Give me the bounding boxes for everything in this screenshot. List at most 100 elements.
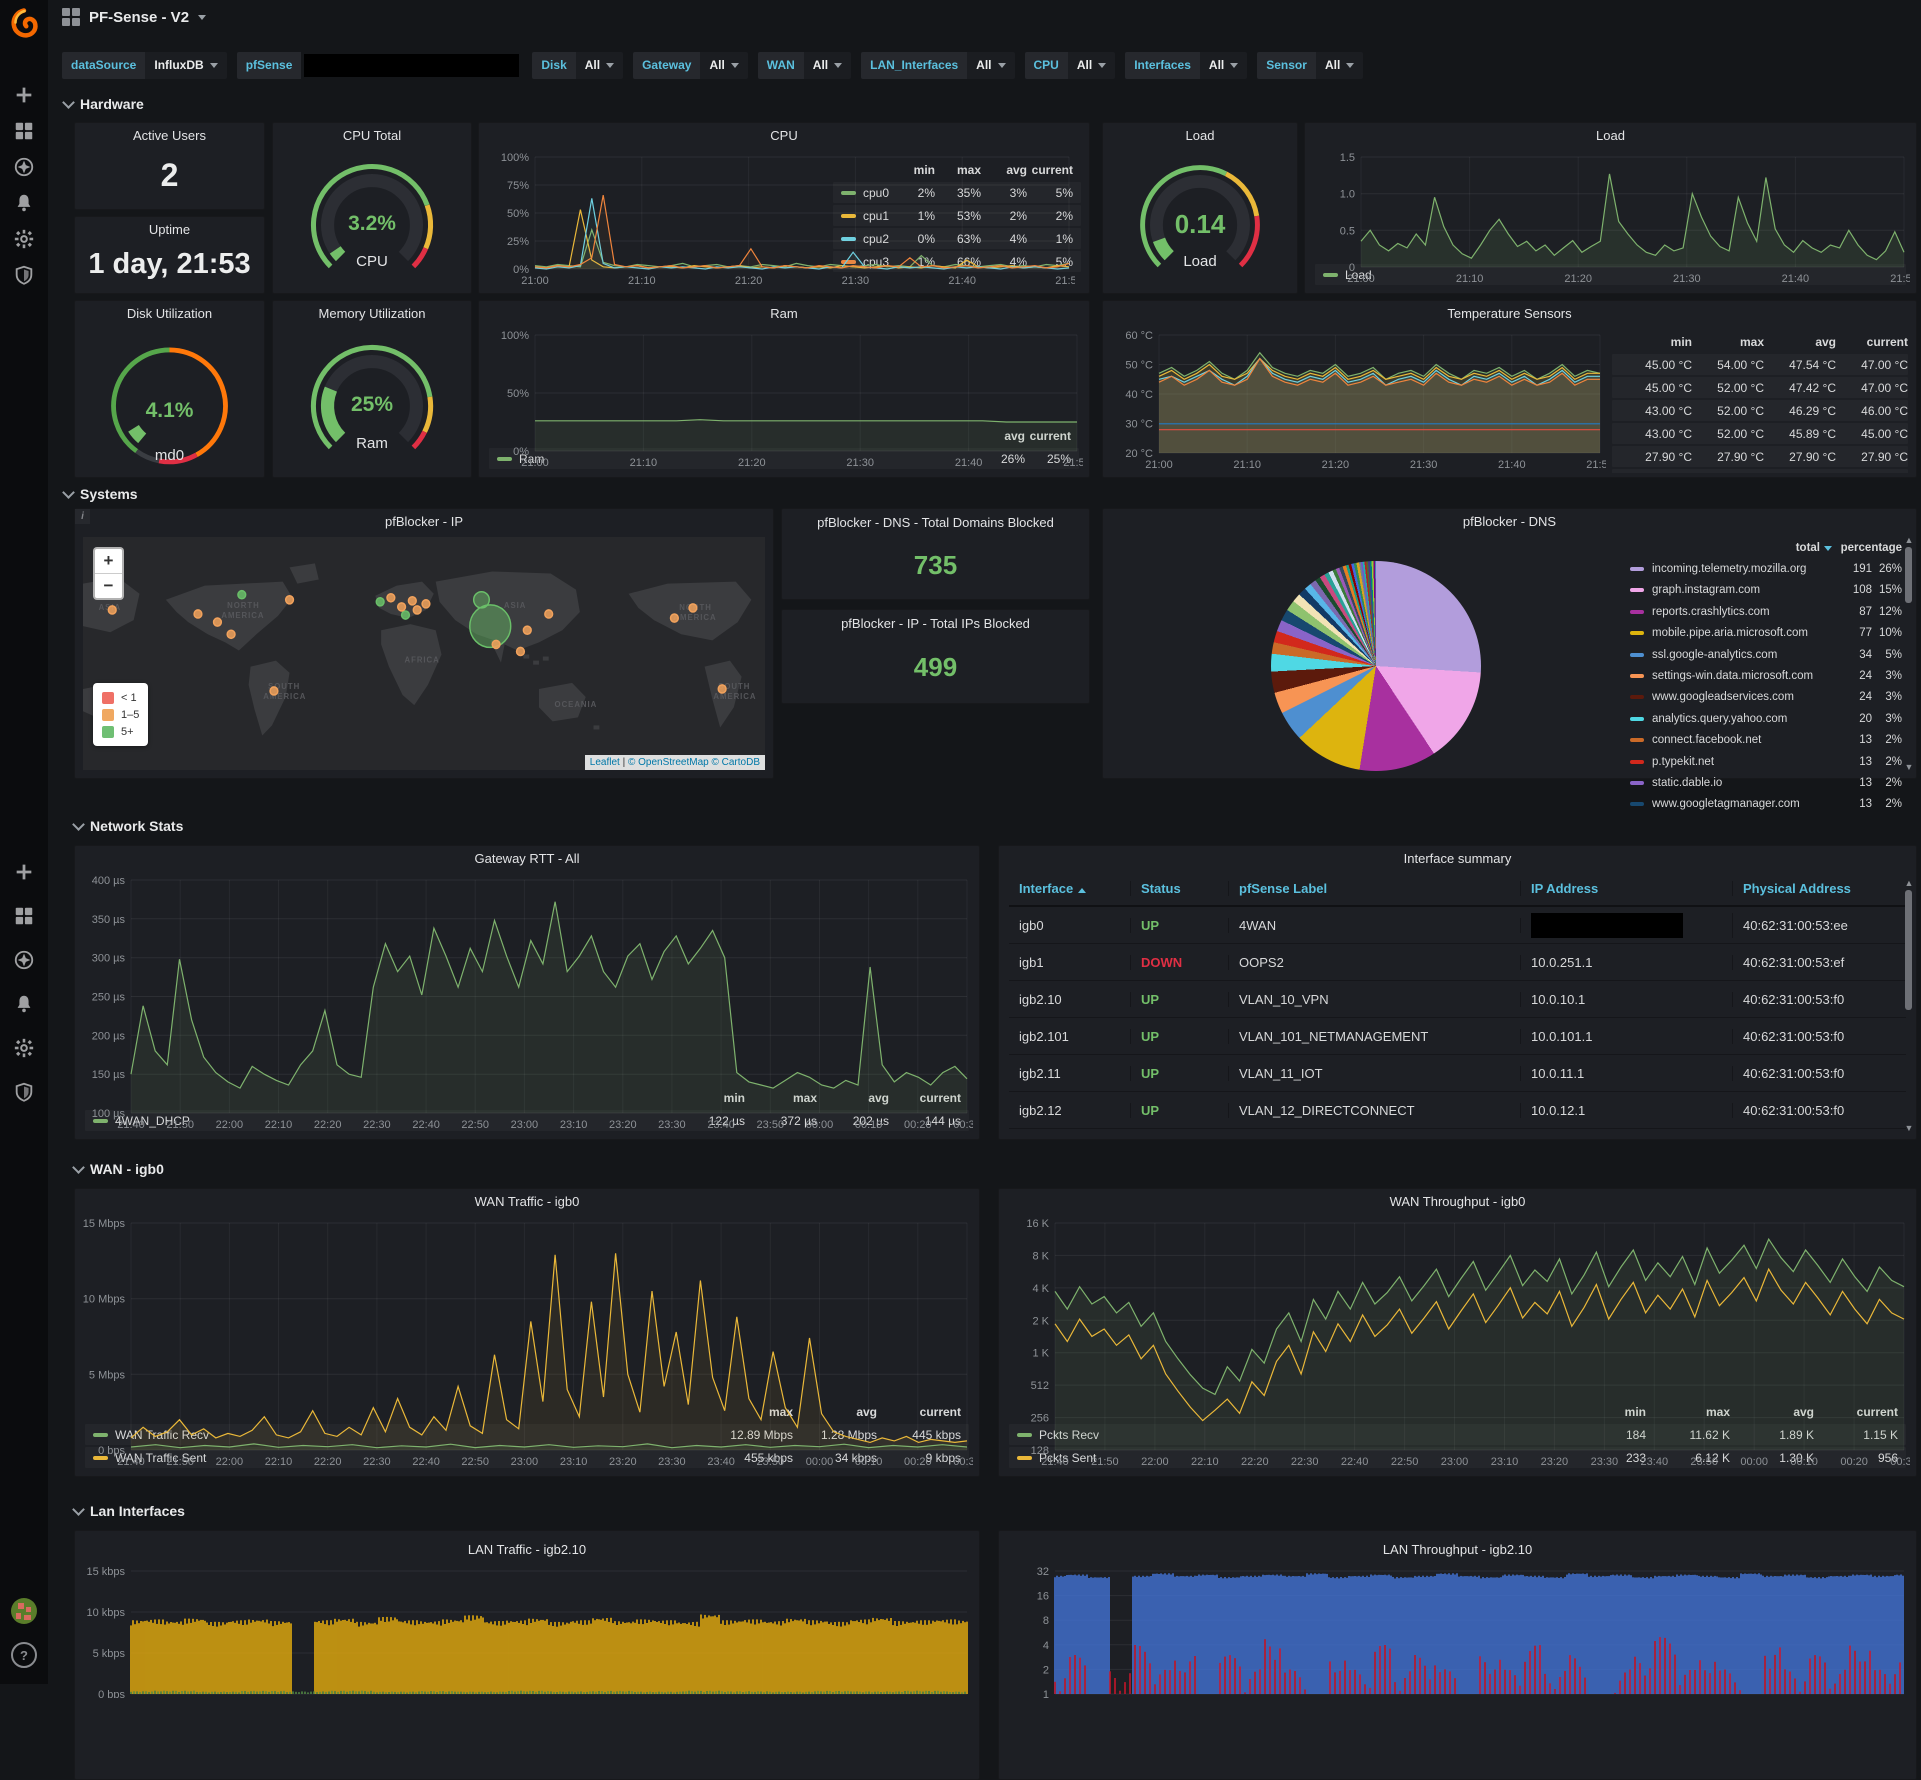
legend-item[interactable]: cpu145.00 °C52.00 °C47.42 °C47.00 °C (1612, 377, 1908, 398)
variable-datasource[interactable]: dataSource InfluxDB (62, 52, 227, 79)
panel-title[interactable]: WAN Throughput - igb0 (1389, 1194, 1526, 1209)
panel-title[interactable]: pfBlocker - IP - Total IPs Blocked (841, 616, 1030, 631)
pie-legend-item[interactable]: ssl.google-analytics.com 34 5% (1630, 644, 1902, 665)
settings-icon[interactable] (0, 222, 48, 256)
row-hardware[interactable]: Hardware (62, 95, 144, 112)
variable-pfsense[interactable]: pfSense (236, 52, 523, 79)
explore-icon[interactable] (0, 150, 48, 184)
pie-legend-item[interactable]: www.googleadservices.com 24 3% (1630, 687, 1902, 708)
panel-title[interactable]: pfBlocker - IP (384, 514, 464, 529)
svg-text:1.5: 1.5 (1340, 152, 1355, 164)
variable-wan[interactable]: WAN All (757, 52, 852, 79)
legend-item[interactable]: 4WAN_DHCP 122 µs 372 µs 202 µs 144 µs (85, 1110, 969, 1131)
shield-icon[interactable] (0, 1075, 48, 1109)
world-map[interactable]: + − < 1 1–5 5+ Leaflet | © OpenStreetMap ©… (83, 537, 765, 770)
legend-item[interactable]: cpu343.00 °C52.00 °C45.89 °C45.00 °C (1612, 423, 1908, 444)
wan-traffic-chart: 0 bps 5 Mbps 10 Mbps 15 Mbps 21:40 21:50 22:00… (81, 1215, 973, 1468)
table-scrollbar[interactable]: ▲ ▼ (1904, 878, 1914, 1133)
panel-title[interactable]: Active Users (133, 128, 206, 143)
legend-item[interactable]: Load (1315, 264, 1906, 285)
svg-text:23:40: 23:40 (707, 1456, 735, 1468)
svg-text:22:00: 22:00 (1141, 1456, 1169, 1468)
column-header[interactable]: Status (1131, 881, 1229, 896)
alerting-icon[interactable] (0, 987, 48, 1021)
legend-item[interactable]: cpu243.00 °C52.00 °C46.29 °C46.00 °C (1612, 400, 1908, 421)
dashboards-icon[interactable] (0, 899, 48, 933)
row-systems[interactable]: Systems (62, 485, 138, 502)
panel-title[interactable]: CPU Total (342, 128, 402, 143)
pie-legend-item[interactable]: incoming.telemetry.mozilla.org 191 26% (1630, 558, 1902, 579)
legend-item[interactable]: Pckts Sent 233 6.12 K 1.30 K 956 (1009, 1447, 1906, 1468)
legend-item[interactable]: Ram 26% 25% (489, 448, 1079, 469)
legend-item[interactable]: cpu1 1% 53% 2% 2% (832, 205, 1081, 226)
grafana-logo[interactable] (8, 6, 40, 40)
pie-legend-item[interactable]: connect.facebook.net 13 2% (1630, 730, 1902, 751)
map-zoom-out-button[interactable]: − (95, 573, 122, 598)
plus-icon[interactable] (0, 855, 48, 889)
legend-item[interactable]: tz027.90 °C27.90 °C27.90 °C27.90 °C (1612, 446, 1908, 467)
dns-pie-chart[interactable] (1271, 561, 1481, 771)
pie-legend-item[interactable]: reports.crashlytics.com 87 12% (1630, 601, 1902, 622)
carto-link[interactable]: © CartoDB (711, 757, 761, 768)
panel-title[interactable]: CPU (770, 128, 798, 143)
panel-title[interactable]: LAN Throughput - igb2.10 (1382, 1542, 1533, 1557)
row-lan[interactable]: Lan Interfaces (72, 1502, 185, 1519)
pie-legend-scrollbar[interactable]: ▲ ▼ (1904, 535, 1914, 772)
legend-item[interactable]: cpu2 0% 63% 4% 1% (832, 228, 1081, 249)
pie-legend-item[interactable]: www.googletagmanager.com 13 2% (1630, 794, 1902, 815)
variable-cpu[interactable]: CPU All (1024, 52, 1116, 79)
shield-icon[interactable] (0, 258, 48, 292)
variable-sensor[interactable]: Sensor All (1257, 52, 1364, 79)
row-wan[interactable]: WAN - igb0 (72, 1160, 164, 1177)
pie-legend-item[interactable]: static.dable.io 13 2% (1630, 772, 1902, 793)
leaflet-link[interactable]: Leaflet (589, 757, 620, 768)
column-header[interactable]: Physical Address (1743, 881, 1851, 896)
osm-link[interactable]: © OpenStreetMap (627, 757, 709, 768)
explore-icon[interactable] (0, 943, 48, 977)
legend-item[interactable]: Pckts Recv 184 11.62 K 1.89 K 1.15 K (1009, 1424, 1906, 1445)
plus-icon[interactable] (0, 78, 48, 112)
map-zoom-in-button[interactable]: + (103, 551, 114, 570)
user-avatar[interactable] (0, 1594, 48, 1628)
variable-lan_interfaces[interactable]: LAN_Interfaces All (861, 52, 1015, 79)
gateway-rtt-chart: 100 µs 150 µs 200 µs 250 µs 300 µs 350 µs 400 … (81, 872, 973, 1131)
legend-item[interactable]: tz129.90 °C29.90 °C29.90 °C29.90 °C (1612, 469, 1908, 473)
pie-legend-item[interactable]: p.typekit.net 13 2% (1630, 751, 1902, 772)
panel-title[interactable]: Memory Utilization (318, 306, 426, 321)
help-icon[interactable]: ? (0, 1638, 48, 1672)
panel-title[interactable]: Disk Utilization (126, 306, 213, 321)
variable-disk[interactable]: Disk All (532, 52, 624, 79)
panel-title[interactable]: Gateway RTT - All (474, 851, 580, 866)
svg-text:22:40: 22:40 (1341, 1456, 1369, 1468)
panel-title[interactable]: WAN Traffic - igb0 (474, 1194, 580, 1209)
variable-interfaces[interactable]: Interfaces All (1125, 52, 1248, 79)
panel-title[interactable]: Load (1596, 128, 1625, 143)
row-network-stats[interactable]: Network Stats (72, 817, 183, 834)
column-header[interactable]: IP Address (1521, 881, 1733, 896)
alerting-icon[interactable] (0, 186, 48, 220)
dashboard-title[interactable]: PF-Sense - V2 (62, 8, 207, 26)
pie-legend-item[interactable]: graph.instagram.com 108 15% (1630, 580, 1902, 601)
pie-legend-item[interactable]: settings-win.data.microsoft.com 24 3% (1630, 665, 1902, 686)
panel-info-icon[interactable]: i (75, 509, 90, 524)
panel-title[interactable]: Temperature Sensors (1447, 306, 1572, 321)
chevron-down-icon (209, 63, 218, 68)
panel-title[interactable]: LAN Traffic - igb2.10 (467, 1542, 587, 1557)
panel-title[interactable]: Uptime (148, 222, 191, 237)
pie-legend-item[interactable]: mobile.pipe.aria.microsoft.com 77 10% (1630, 623, 1902, 644)
svg-text:00:00: 00:00 (806, 1119, 834, 1131)
panel-title[interactable]: pfBlocker - DNS - Total Domains Blocked (817, 515, 1054, 530)
panel-title[interactable]: pfBlocker - DNS (1462, 514, 1557, 529)
panel-title[interactable]: Load (1185, 128, 1215, 143)
pie-legend-item[interactable]: analytics.query.yahoo.com 20 3% (1630, 708, 1902, 729)
settings-icon[interactable] (0, 1031, 48, 1065)
legend-item[interactable]: WAN Traffic Sent 455 kbps 34 kbps 9 kbps (85, 1447, 969, 1468)
panel-title[interactable]: Ram (770, 306, 798, 321)
dashboards-icon[interactable] (0, 114, 48, 148)
column-header[interactable]: Interface (1009, 881, 1131, 896)
legend-item[interactable]: cpu0 2% 35% 3% 5% (832, 182, 1081, 203)
panel-title[interactable]: Interface summary (1403, 851, 1512, 866)
legend-item[interactable]: cpu045.00 °C54.00 °C47.54 °C47.00 °C (1612, 354, 1908, 375)
variable-gateway[interactable]: Gateway All (633, 52, 748, 79)
column-header[interactable]: pfSense Label (1229, 881, 1521, 896)
